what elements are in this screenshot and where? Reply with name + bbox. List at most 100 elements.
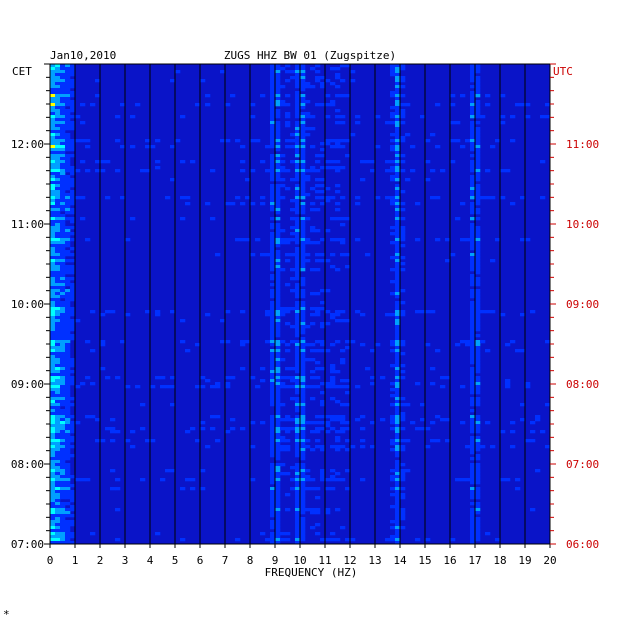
spectrogram-cell <box>315 208 321 212</box>
spectrogram-cell <box>300 475 306 479</box>
spectrogram-cell <box>50 94 56 98</box>
spectrogram-cell <box>110 430 116 434</box>
spectrogram-cell <box>335 478 341 482</box>
spectrogram-cell <box>400 370 406 374</box>
spectrogram-cell <box>300 337 306 341</box>
spectrogram-cell <box>65 340 71 344</box>
spectrogram-cell <box>50 64 56 68</box>
spectrogram-cell <box>470 94 476 98</box>
spectrogram-cell <box>300 133 306 137</box>
spectrogram-cell <box>60 223 66 227</box>
spectrogram-cell <box>65 334 71 338</box>
spectrogram-cell <box>395 370 401 374</box>
spectrogram-cell <box>310 166 316 170</box>
spectrogram-cell <box>300 226 306 230</box>
spectrogram-cell <box>335 313 341 317</box>
spectrogram-cell <box>405 133 411 137</box>
spectrogram-cell <box>50 106 56 110</box>
spectrogram-cell <box>130 217 136 221</box>
spectrogram-cell <box>305 439 311 443</box>
spectrogram-cell <box>55 94 61 98</box>
spectrogram-cell <box>395 307 401 311</box>
spectrogram-cell <box>300 241 306 245</box>
spectrogram-cell <box>295 103 301 107</box>
spectrogram-cell <box>320 325 326 329</box>
spectrogram-cell <box>200 427 206 431</box>
spectrogram-cell <box>260 532 266 536</box>
spectrogram-cell <box>275 268 281 272</box>
spectrogram-cell <box>270 388 276 392</box>
spectrogram-cell <box>270 241 276 245</box>
spectrogram-cell <box>275 349 281 353</box>
spectrogram-cell <box>295 376 301 380</box>
spectrogram-cell <box>400 109 406 113</box>
spectrogram-cell <box>65 367 71 371</box>
spectrogram-cell <box>330 385 336 389</box>
spectrogram-cell <box>70 145 76 149</box>
spectrogram-cell <box>395 280 401 284</box>
spectrogram-cell <box>295 295 301 299</box>
spectrogram-cell <box>110 469 116 473</box>
spectrogram-cell <box>475 94 481 98</box>
spectrogram-cell <box>100 169 106 173</box>
spectrogram-cell <box>470 451 476 455</box>
spectrogram-cell <box>95 160 101 164</box>
spectrogram-cell <box>320 340 326 344</box>
spectrogram-cell <box>270 97 276 101</box>
spectrogram-cell <box>50 280 56 284</box>
spectrogram-cell <box>280 184 286 188</box>
spectrogram-cell <box>470 385 476 389</box>
spectrogram-cell <box>460 94 466 98</box>
spectrogram-cell <box>275 415 281 419</box>
spectrogram-cell <box>470 487 476 491</box>
spectrogram-cell <box>315 430 321 434</box>
spectrogram-cell <box>65 355 71 359</box>
spectrogram-cell <box>315 229 321 233</box>
spectrogram-cell <box>230 94 236 98</box>
spectrogram-cell <box>270 313 276 317</box>
spectrogram-cell <box>475 322 481 326</box>
spectrogram-cell <box>65 538 71 542</box>
x-tick-label: 2 <box>97 554 104 567</box>
spectrogram-cell <box>295 100 301 104</box>
spectrogram-cell <box>300 130 306 134</box>
spectrogram-cell <box>60 160 66 164</box>
spectrogram-cell <box>55 253 61 257</box>
spectrogram-cell <box>275 244 281 248</box>
spectrogram-cell <box>480 340 486 344</box>
spectrogram-cell <box>330 82 336 86</box>
spectrogram-cell <box>210 415 216 419</box>
spectrogram-cell <box>105 376 111 380</box>
spectrogram-cell <box>50 253 56 257</box>
spectrogram-cell <box>470 511 476 515</box>
spectrogram-cell <box>275 97 281 101</box>
spectrogram-cell <box>55 358 61 362</box>
spectrogram-cell <box>275 145 281 149</box>
spectrogram-cell <box>295 286 301 290</box>
spectrogram-cell <box>370 349 376 353</box>
spectrogram-cell <box>185 349 191 353</box>
spectrogram-cell <box>275 172 281 176</box>
spectrogram-cell <box>300 490 306 494</box>
spectrogram-cell <box>280 445 286 449</box>
spectrogram-cell <box>335 430 341 434</box>
spectrogram-cell <box>505 385 511 389</box>
spectrogram-cell <box>345 403 351 407</box>
spectrogram-cell <box>390 115 396 119</box>
spectrogram-cell <box>330 316 336 320</box>
spectrogram-cell <box>475 400 481 404</box>
spectrogram-cell <box>475 469 481 473</box>
spectrogram-cell <box>300 301 306 305</box>
spectrogram-cell <box>390 487 396 491</box>
spectrogram-cell <box>475 139 481 143</box>
spectrogram-cell <box>295 199 301 203</box>
spectrogram-cell <box>205 103 211 107</box>
spectrogram-cell <box>250 169 256 173</box>
spectrogram-cell <box>295 367 301 371</box>
x-tick-label: 20 <box>543 554 556 567</box>
spectrogram-cell <box>70 115 76 119</box>
spectrogram-cell <box>475 202 481 206</box>
spectrogram-cell <box>135 103 141 107</box>
spectrogram-cell <box>155 166 161 170</box>
spectrogram-cell <box>65 322 71 326</box>
